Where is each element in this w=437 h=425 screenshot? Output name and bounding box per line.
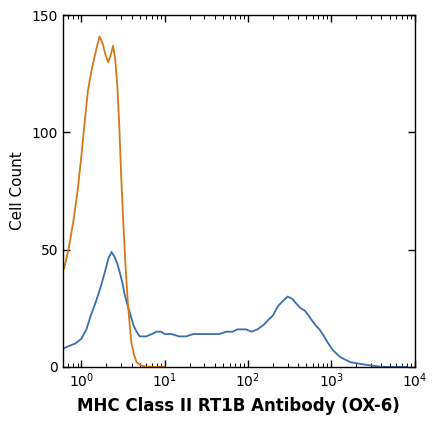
X-axis label: MHC Class II RT1B Antibody (OX-6): MHC Class II RT1B Antibody (OX-6) bbox=[77, 397, 400, 415]
Y-axis label: Cell Count: Cell Count bbox=[10, 152, 25, 230]
